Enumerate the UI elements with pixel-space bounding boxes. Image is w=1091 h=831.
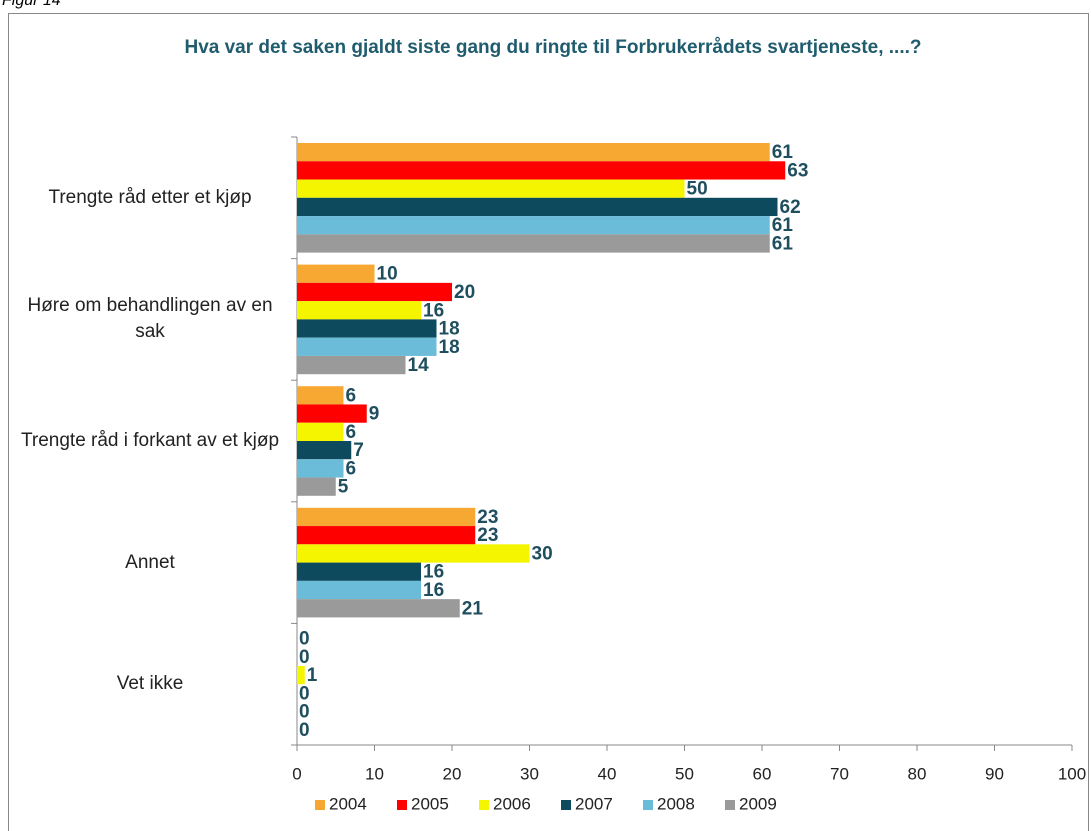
data-label: 63: [787, 160, 808, 181]
x-tick-label: 90: [985, 764, 1004, 783]
bar: [297, 580, 421, 600]
data-label: 23: [477, 525, 498, 546]
bar: [297, 355, 406, 375]
bar: [297, 234, 770, 253]
data-label: 18: [439, 337, 460, 358]
bar: [297, 179, 685, 198]
x-tick-label: 80: [908, 764, 927, 783]
data-label: 16: [423, 300, 444, 321]
x-tick-label: 30: [520, 764, 539, 783]
x-tick-label: 10: [365, 764, 384, 783]
data-label: 18: [439, 319, 460, 340]
data-label: 23: [477, 507, 498, 528]
legend-label: 2009: [739, 794, 777, 813]
data-label: 10: [377, 264, 398, 285]
legend-label: 2006: [493, 794, 531, 813]
bar: [297, 599, 460, 618]
legend-label: 2005: [411, 794, 449, 813]
legend-label: 2004: [329, 794, 367, 813]
data-label: 7: [353, 440, 364, 461]
x-tick-label: 70: [830, 764, 849, 783]
data-label: 61: [772, 215, 794, 236]
data-label: 0: [299, 629, 310, 650]
bar: [297, 143, 770, 162]
legend-label: 2007: [575, 794, 613, 813]
bar: [297, 477, 336, 496]
bar: [297, 404, 367, 423]
data-label: 1: [307, 665, 318, 686]
bar: [297, 526, 476, 545]
bar: [297, 386, 344, 405]
data-label: 9: [369, 404, 380, 425]
bar: [297, 422, 344, 441]
bar: [297, 282, 452, 302]
bar: [297, 216, 770, 235]
data-label: 0: [299, 720, 310, 741]
legend-swatch: [315, 800, 325, 810]
legend-swatch: [725, 800, 735, 810]
x-tick-label: 0: [292, 764, 301, 783]
data-label: 16: [423, 580, 444, 601]
x-tick-label: 60: [753, 764, 772, 783]
bar: [297, 301, 421, 320]
data-label: 6: [346, 422, 357, 443]
bar: [297, 264, 375, 283]
chart-frame: [8, 13, 1089, 831]
y-tick-label: Vet ikke: [116, 673, 184, 695]
data-label: 6: [346, 385, 357, 406]
data-label: 16: [423, 562, 444, 583]
chart-title: Hva var det saken gjaldt siste gang du r…: [184, 37, 922, 58]
data-label: 14: [408, 355, 430, 376]
bar: [297, 562, 421, 581]
legend-label: 2008: [657, 794, 695, 813]
data-label: 0: [299, 702, 310, 723]
legend-swatch: [479, 800, 489, 810]
bar: [297, 507, 476, 527]
x-tick-label: 40: [598, 764, 617, 783]
data-label: 61: [772, 233, 794, 254]
bar: [297, 544, 530, 563]
x-tick-label: 20: [443, 764, 462, 783]
data-label: 30: [532, 543, 553, 564]
y-tick-label: Trengte råd etter et kjøp: [48, 186, 252, 208]
bar: [297, 441, 352, 460]
y-tick-label: Annet: [125, 551, 175, 573]
bar: [297, 197, 778, 217]
x-tick-label: 100: [1058, 764, 1086, 783]
data-label: 6: [346, 458, 357, 479]
data-label: 5: [338, 477, 349, 498]
data-label: 21: [462, 598, 484, 619]
data-label: 0: [299, 683, 310, 704]
bar: [297, 337, 437, 356]
x-tick-label: 50: [675, 764, 694, 783]
y-tick-label: Høre om behandlingen av en sak: [27, 295, 273, 343]
legend-swatch: [397, 800, 407, 810]
bar: [297, 459, 344, 478]
data-label: 50: [687, 179, 708, 200]
bar: [297, 319, 437, 338]
bar: [297, 161, 786, 180]
legend-swatch: [643, 800, 653, 810]
legend-swatch: [561, 800, 571, 810]
y-tick-label: Trengte råd i forkant av et kjøp: [20, 430, 280, 451]
data-label: 62: [780, 197, 801, 218]
bar: [297, 665, 305, 685]
data-label: 61: [772, 142, 794, 163]
figure-label: Figur 14: [2, 0, 61, 9]
data-label: 20: [454, 282, 475, 303]
data-label: 0: [299, 647, 310, 668]
